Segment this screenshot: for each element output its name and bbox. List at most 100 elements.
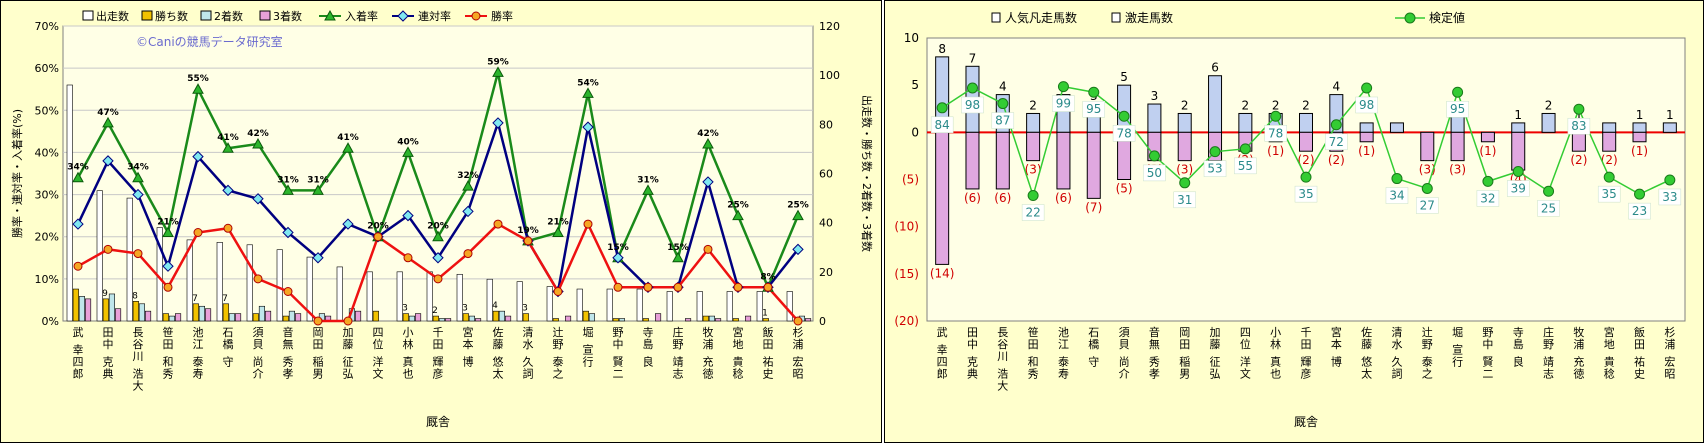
bar-value-label: (5) xyxy=(1116,182,1133,196)
bar-出走数 xyxy=(396,271,403,322)
bar-出走数 xyxy=(756,291,763,322)
bar-2着数 xyxy=(288,310,296,322)
bar-value-label: 1 xyxy=(1666,108,1674,122)
bar-2着数 xyxy=(168,315,175,322)
marker-検定値 xyxy=(1118,110,1130,122)
bar-勝ち数 xyxy=(72,288,79,322)
svg-text:典: 典 xyxy=(103,367,114,381)
svg-text:宣: 宣 xyxy=(583,343,594,357)
svg-text:男: 男 xyxy=(1179,368,1190,381)
rate-data-label: 42% xyxy=(247,129,269,139)
check-value-label: 98 xyxy=(965,98,980,112)
x-tick-label: 宮本博 xyxy=(1331,325,1342,369)
bar-value-label: 6 xyxy=(1211,61,1219,75)
marker-勝率 xyxy=(553,287,563,296)
svg-text:田: 田 xyxy=(1301,338,1312,351)
marker-勝率 xyxy=(313,316,323,326)
marker-勝率 xyxy=(73,261,83,271)
x-tick-label: 石橋守 xyxy=(1088,326,1099,369)
x-axis-label: 厩舎 xyxy=(426,415,450,429)
bar-勝ち数 xyxy=(612,318,619,322)
y-left-tick-label: 0% xyxy=(42,315,59,328)
svg-text:宣: 宣 xyxy=(1452,343,1463,357)
svg-text:彦: 彦 xyxy=(1301,367,1312,381)
marker-入着率 xyxy=(552,226,564,237)
rate-data-label: 47% xyxy=(97,108,119,118)
marker-検定値 xyxy=(1421,182,1433,194)
marker-連対率 xyxy=(192,150,204,163)
legend-label: 人気凡走馬数 xyxy=(1005,10,1077,25)
bar-value-label: (3) xyxy=(1449,163,1466,177)
svg-text:尚: 尚 xyxy=(253,355,264,369)
svg-text:地: 地 xyxy=(1604,338,1615,351)
bar-2着数 xyxy=(108,293,115,322)
check-label-box xyxy=(1294,185,1318,203)
svg-text:水: 水 xyxy=(1391,338,1402,351)
bar-3着数 xyxy=(115,308,122,322)
svg-text:位: 位 xyxy=(1240,337,1251,351)
svg-text:野: 野 xyxy=(673,338,684,351)
bar-激走馬数 xyxy=(1086,131,1101,199)
check-label-box xyxy=(1355,96,1378,114)
bar-人気凡走馬数 xyxy=(1662,122,1677,133)
svg-text:佐: 佐 xyxy=(493,325,504,339)
svg-text:洋: 洋 xyxy=(373,355,384,369)
y-left-tick-label: 60% xyxy=(35,62,59,75)
svg-text:稲: 稲 xyxy=(313,356,324,369)
legend-swatch-2着数 xyxy=(200,10,212,21)
bar-value-label: (1) xyxy=(1479,144,1496,158)
bar-出走数 xyxy=(306,256,313,322)
marker-勝率 xyxy=(283,287,293,296)
bar-勝ち数 xyxy=(372,310,379,322)
svg-text:介: 介 xyxy=(1119,368,1130,381)
svg-text:貴: 貴 xyxy=(733,355,744,369)
svg-text:島: 島 xyxy=(643,337,654,351)
svg-text:本: 本 xyxy=(1331,337,1342,351)
svg-text:文: 文 xyxy=(1240,367,1251,381)
svg-text:昭: 昭 xyxy=(793,368,804,381)
legend-label: 激走馬数 xyxy=(1125,10,1173,25)
left-chart-panel: 0% 10% 20% 30% 40% 50% 60% 70% 0 20 40 60 80 100 120 勝率… xyxy=(0,0,882,443)
check-label-box xyxy=(1143,164,1166,182)
marker-入着率 xyxy=(72,171,84,183)
svg-text:真: 真 xyxy=(1270,355,1281,369)
bar-value-label: 1 xyxy=(1514,108,1522,122)
x-axis-label: 厩舎 xyxy=(1294,415,1318,429)
svg-text:史: 史 xyxy=(1634,368,1645,381)
bar-激走馬数 xyxy=(1359,131,1374,143)
bar-激走馬数 xyxy=(1299,131,1313,152)
svg-text:清: 清 xyxy=(523,326,534,339)
bar-value-label: (3) xyxy=(1025,163,1042,177)
bar-value-label: 2 xyxy=(1242,98,1250,112)
svg-text:田: 田 xyxy=(967,326,978,339)
bar-人気凡走馬数 xyxy=(1602,122,1617,133)
bar-人気凡走馬数 xyxy=(1389,122,1404,133)
svg-text:和: 和 xyxy=(1028,356,1039,369)
bar-value-label: (3) xyxy=(1176,163,1193,177)
svg-text:石: 石 xyxy=(223,326,234,339)
svg-text:洋: 洋 xyxy=(1240,355,1251,369)
bar-激走馬数 xyxy=(1177,131,1192,162)
bar-激走馬数 xyxy=(935,131,950,265)
marker-勝率 xyxy=(763,282,773,292)
check-label-box xyxy=(1021,204,1045,221)
bar-value-label: 4 xyxy=(1332,80,1340,94)
bar-出走数 xyxy=(606,288,613,322)
svg-text:宮: 宮 xyxy=(733,325,744,339)
y-left-tick-label: 20% xyxy=(35,231,59,244)
svg-text:宮: 宮 xyxy=(1331,325,1342,339)
marker-勝率 xyxy=(493,219,503,229)
check-value-label: 35 xyxy=(1602,187,1617,201)
svg-text:林: 林 xyxy=(403,337,414,351)
svg-text:行: 行 xyxy=(1452,356,1463,369)
marker-検定値 xyxy=(1027,190,1039,202)
check-label-box xyxy=(1052,95,1075,112)
y-left-tick-label: 40% xyxy=(35,146,59,159)
marker-検定値 xyxy=(1361,82,1373,94)
